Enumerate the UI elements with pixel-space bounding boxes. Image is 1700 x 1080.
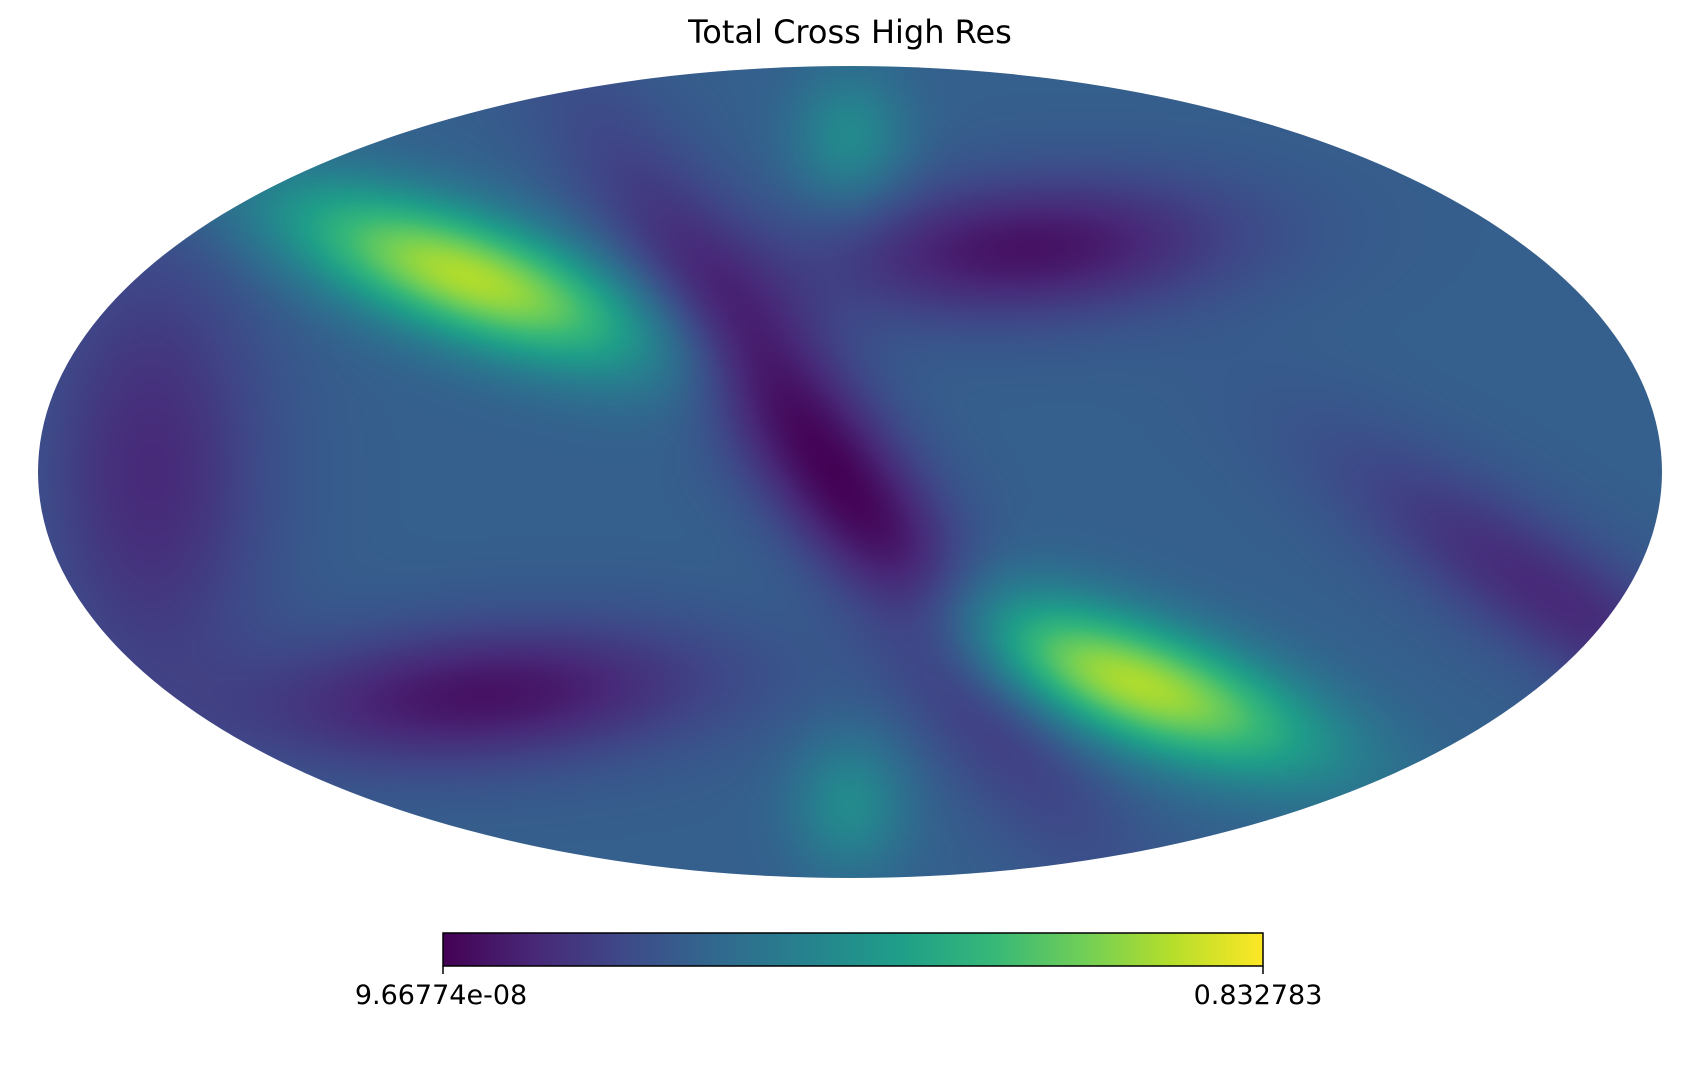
chart-title: Total Cross High Res	[688, 13, 1012, 51]
colorbar-max-label: 0.832783	[1193, 980, 1323, 1011]
colorbar	[442, 932, 1264, 967]
colorbar-min-label: 9.66774e-08	[354, 980, 528, 1011]
sky-map-raster	[38, 66, 1662, 878]
sky-map	[38, 66, 1662, 878]
